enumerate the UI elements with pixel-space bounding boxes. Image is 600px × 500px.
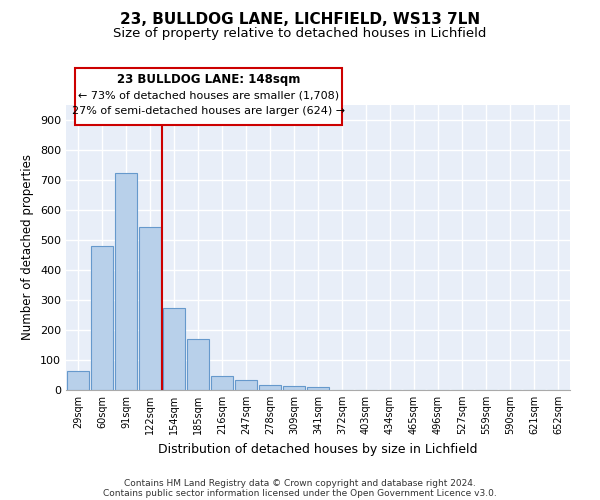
Text: Contains HM Land Registry data © Crown copyright and database right 2024.: Contains HM Land Registry data © Crown c… [124,478,476,488]
Bar [67,372,89,390]
Text: 27% of semi-detached houses are larger (624) →: 27% of semi-detached houses are larger (… [72,106,345,117]
Bar [211,376,233,390]
Text: 23 BULLDOG LANE: 148sqm: 23 BULLDOG LANE: 148sqm [117,74,300,86]
Text: Contains public sector information licensed under the Open Government Licence v3: Contains public sector information licen… [103,488,497,498]
Text: 23, BULLDOG LANE, LICHFIELD, WS13 7LN: 23, BULLDOG LANE, LICHFIELD, WS13 7LN [120,12,480,28]
Bar [307,387,329,390]
Bar [235,380,257,390]
Bar [187,339,209,390]
Bar [139,228,161,390]
X-axis label: Distribution of detached houses by size in Lichfield: Distribution of detached houses by size … [158,442,478,456]
Y-axis label: Number of detached properties: Number of detached properties [22,154,34,340]
Text: ← 73% of detached houses are smaller (1,708): ← 73% of detached houses are smaller (1,… [78,90,339,100]
Bar [259,384,281,390]
Text: Size of property relative to detached houses in Lichfield: Size of property relative to detached ho… [113,28,487,40]
Bar [115,174,137,390]
Bar [283,386,305,390]
Bar [91,246,113,390]
Bar [163,308,185,390]
